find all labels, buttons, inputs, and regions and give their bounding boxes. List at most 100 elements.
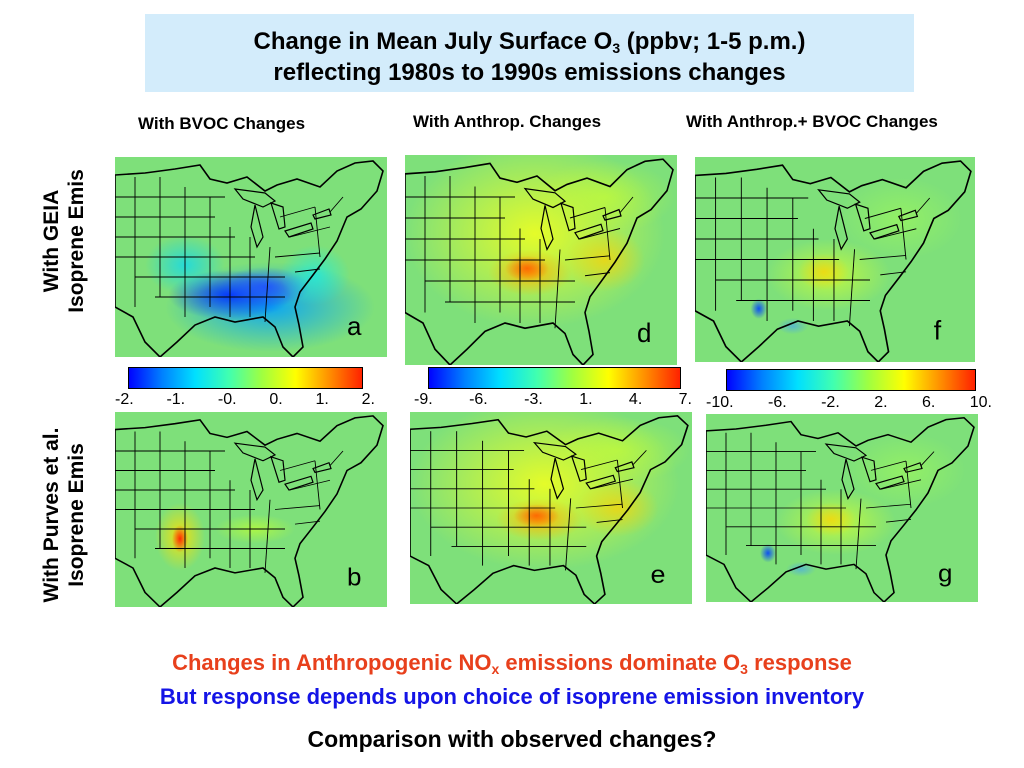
row-label-purves-line2: Isoprene Emis: [65, 443, 88, 587]
state-boundary: [314, 206, 321, 258]
great-lake: [233, 188, 277, 208]
great-lake: [270, 202, 286, 230]
colorbar-1-tick: 0.: [269, 391, 283, 408]
colorbar-gradient: [726, 369, 976, 391]
state-boundary: [855, 498, 862, 570]
concentration-blob: [786, 561, 816, 577]
conclusion-line-2: But response depends upon choice of isop…: [159, 684, 865, 709]
great-lake: [560, 202, 576, 232]
colorbar-gradient: [128, 367, 363, 389]
colorbar-1-tick: 2.: [361, 391, 375, 408]
concentration-blob: [280, 245, 350, 305]
panel-letter: e: [651, 560, 666, 589]
great-lake: [532, 441, 578, 461]
coastline: [706, 416, 975, 602]
panel-letter: f: [934, 316, 942, 346]
state-boundary: [279, 460, 316, 471]
state-boundary: [865, 503, 912, 509]
state-boundary: [859, 254, 907, 260]
great-lake: [523, 187, 567, 209]
title-o3-subscript: 3: [612, 40, 621, 56]
state-boundary: [289, 479, 331, 491]
colorbar-3-tick: -2.: [821, 394, 840, 411]
great-lake: [834, 206, 849, 251]
column-label-anthrop-bvoc: With Anthrop.+ BVOC Changes: [686, 112, 938, 131]
great-lake: [614, 461, 635, 473]
colorbar-2-tick: -6.: [469, 391, 488, 408]
coastline: [115, 415, 384, 607]
colorbar-3-tick: 10.: [969, 394, 992, 411]
coastline: [695, 160, 972, 362]
state-boundary: [580, 459, 618, 471]
state-boundary: [619, 196, 634, 214]
state-boundary: [596, 519, 623, 523]
state-boundary: [294, 520, 321, 525]
state-boundary: [885, 518, 912, 523]
concentration-blob: [172, 525, 188, 553]
great-lake: [841, 458, 855, 500]
colorbar-3-tick: 2.: [874, 394, 888, 411]
great-lake: [854, 203, 871, 232]
colorbar-1-tick: 1.: [315, 391, 329, 408]
panel-letter: a: [347, 311, 362, 341]
colorbar-3-tick: -6.: [768, 394, 787, 411]
state-boundary: [900, 208, 907, 260]
state-boundary: [329, 450, 344, 466]
colorbar-1-tick: -1.: [166, 391, 186, 408]
title-line1-text: Change in Mean July Surface O: [253, 28, 613, 55]
state-boundary: [294, 268, 321, 273]
state-boundary: [905, 460, 912, 509]
coastline: [410, 415, 689, 604]
row-label-geia-line2: Isoprene Emis: [65, 169, 88, 313]
colorbar-2-ticks: -9. -6. -3. 1. 4. 7.: [414, 391, 692, 409]
great-lake: [284, 222, 314, 238]
state-boundary: [279, 206, 316, 218]
state-boundary: [632, 450, 647, 466]
map-panel-a: a: [115, 157, 387, 357]
map-panel-g: g: [706, 414, 978, 602]
panel-letter: g: [938, 560, 952, 587]
great-lake: [824, 443, 868, 462]
conclusion-nox-subscript: x: [491, 661, 500, 677]
state-boundary: [565, 498, 572, 571]
coastline: [115, 160, 384, 357]
state-boundary: [875, 228, 917, 240]
concentration-blob: [846, 432, 966, 508]
conclusion-line-1-end: response: [747, 650, 852, 675]
title-line1: Change in Mean July Surface O3 (ppbv; 1-…: [145, 26, 914, 57]
state-boundary: [880, 271, 907, 276]
state-boundary: [604, 207, 611, 261]
colorbar-2-tick: 7.: [678, 391, 692, 408]
concentration-blob: [797, 253, 850, 291]
colorbar-3-tick: -10.: [706, 394, 734, 411]
state-boundary: [915, 197, 931, 214]
colorbar-gradient: [428, 367, 681, 389]
concentration-blob: [505, 255, 549, 281]
state-boundary: [870, 460, 907, 471]
great-lake: [250, 204, 264, 249]
row-label-geia-line1: With GEIA: [40, 189, 63, 293]
great-lake: [550, 457, 565, 500]
concentration-blob: [806, 502, 856, 537]
title-box: Change in Mean July Surface O3 (ppbv; 1-…: [145, 14, 914, 92]
great-lake: [817, 188, 861, 209]
state-boundary: [848, 249, 856, 327]
state-boundary: [329, 196, 344, 213]
state-boundary: [554, 249, 561, 329]
state-boundary: [264, 246, 271, 323]
state-boundary: [584, 272, 611, 277]
column-label-anthrop: With Anthrop. Changes: [413, 112, 602, 131]
title-line2: reflecting 1980s to 1990s emissions chan…: [273, 59, 786, 86]
great-lake: [312, 461, 332, 474]
state-boundary: [564, 255, 611, 261]
great-lake: [284, 475, 314, 491]
great-lake: [250, 458, 264, 502]
map-panel-d: d: [405, 155, 677, 365]
state-boundary: [579, 228, 621, 240]
great-lake: [903, 462, 923, 473]
state-boundary: [314, 460, 321, 510]
concentration-blob: [750, 298, 768, 319]
title-line1-units: (ppbv; 1-5 p.m.): [620, 28, 806, 55]
colorbar-2-tick: 1.: [579, 391, 593, 408]
conclusion-line-1: Changes in Anthropogenic NOx emissions d…: [0, 650, 1024, 676]
